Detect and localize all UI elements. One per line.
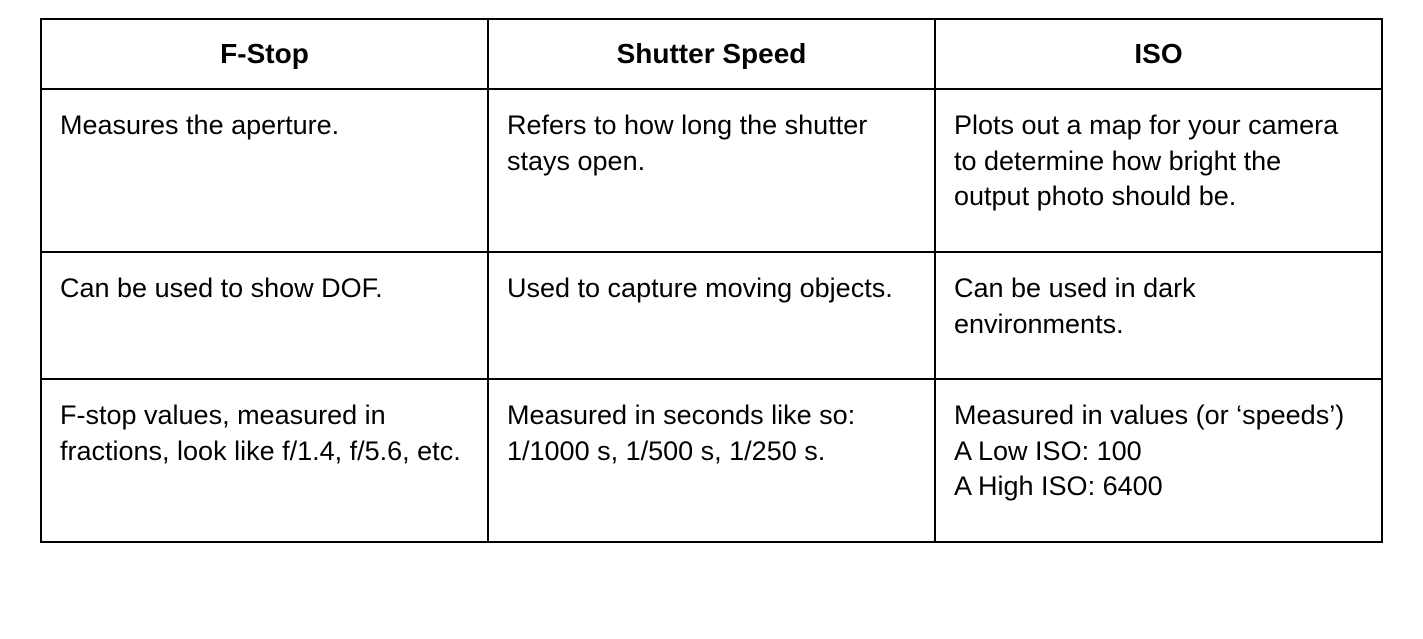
table-header-row: F-Stop Shutter Speed ISO: [41, 19, 1382, 89]
cell-shutter-definition: Refers to how long the shutter stays ope…: [488, 89, 935, 252]
table-row: F-stop values, measured in fractions, lo…: [41, 379, 1382, 542]
cell-fstop-usage: Can be used to show DOF.: [41, 252, 488, 379]
cell-fstop-values: F-stop values, measured in fractions, lo…: [41, 379, 488, 542]
column-header-fstop: F-Stop: [41, 19, 488, 89]
column-header-iso: ISO: [935, 19, 1382, 89]
cell-iso-definition: Plots out a map for your camera to deter…: [935, 89, 1382, 252]
exposure-comparison-table: F-Stop Shutter Speed ISO Measures the ap…: [40, 18, 1383, 543]
table-row: Measures the aperture. Refers to how lon…: [41, 89, 1382, 252]
table-row: Can be used to show DOF. Used to capture…: [41, 252, 1382, 379]
cell-fstop-definition: Measures the aperture.: [41, 89, 488, 252]
cell-iso-usage: Can be used in dark environments.: [935, 252, 1382, 379]
cell-shutter-usage: Used to capture moving objects.: [488, 252, 935, 379]
cell-iso-values: Measured in values (or ‘speeds’)A Low IS…: [935, 379, 1382, 542]
column-header-shutter-speed: Shutter Speed: [488, 19, 935, 89]
cell-shutter-values: Measured in seconds like so: 1/1000 s, 1…: [488, 379, 935, 542]
